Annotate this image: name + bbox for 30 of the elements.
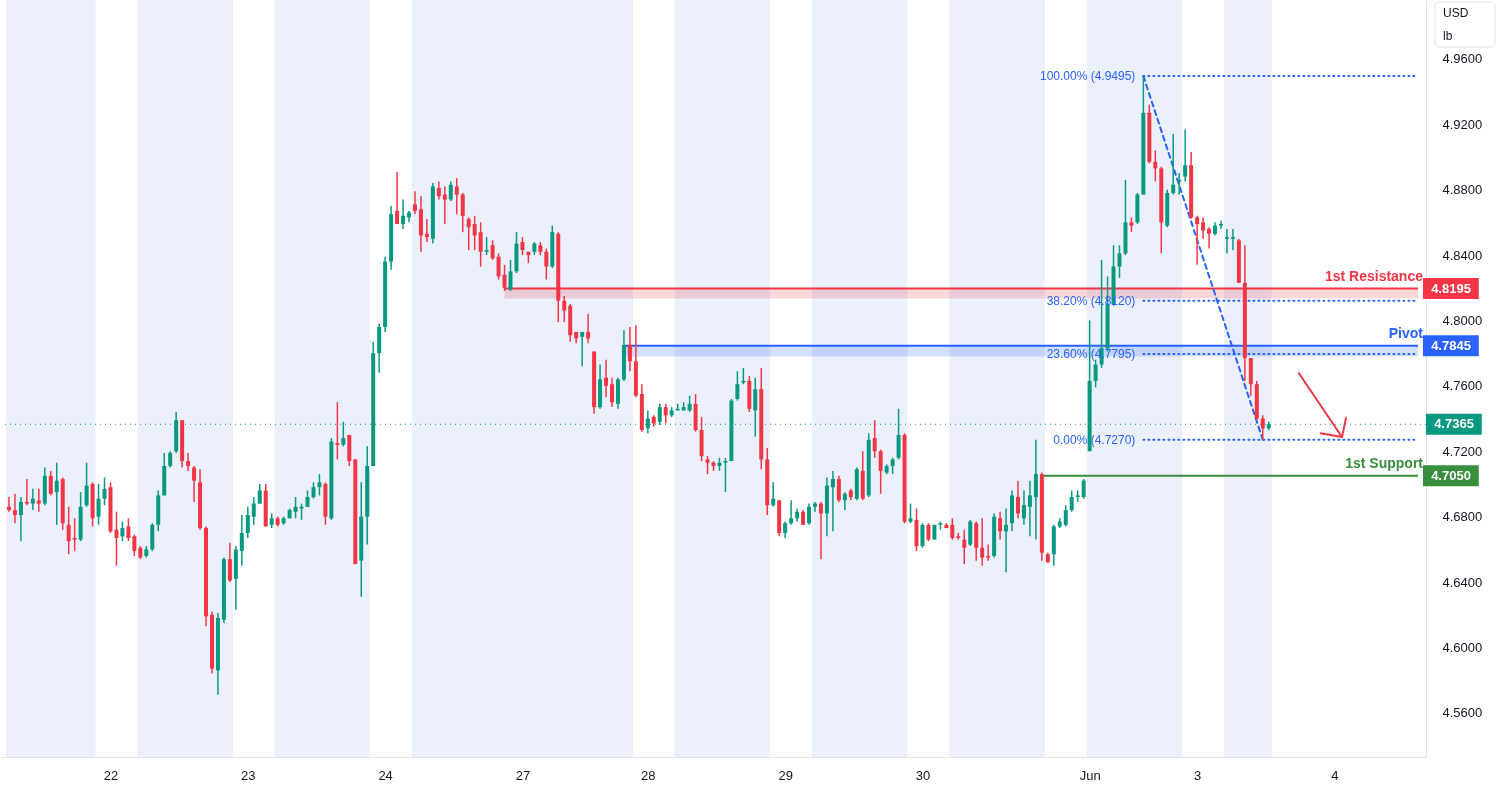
y-tick-label: 4.6000	[1442, 639, 1483, 655]
annotation: 1st Support	[1345, 454, 1424, 471]
y-tick-label: 4.9200	[1442, 116, 1483, 132]
x-tick-label: 30	[915, 767, 931, 783]
x-tick-label: 4	[1331, 767, 1339, 783]
y-tick-label: 4.7600	[1442, 378, 1483, 394]
x-tick-label: 27	[515, 767, 531, 783]
annotation: Pivot	[1388, 324, 1424, 341]
series-label: 100.00% (4.9495)	[1039, 69, 1136, 84]
data-label: 4.7845	[1431, 337, 1471, 353]
x-tick-label: 28	[641, 767, 656, 783]
y-tick-label: 4.6400	[1442, 574, 1483, 590]
x-tick-label: Jun	[1079, 767, 1101, 783]
ref-line-label: 4.7365	[1434, 416, 1474, 432]
y-tick-label: 4.8800	[1442, 182, 1483, 198]
y-tick-label: 4.8000	[1442, 312, 1483, 328]
annotation: 1st Resistance	[1324, 267, 1424, 284]
x-tick-label: 24	[378, 767, 393, 783]
data-label: 4.7050	[1431, 467, 1471, 483]
y-tick-label: 4.9600	[1442, 51, 1483, 67]
y-axis-title: USD lb	[1443, 6, 1469, 43]
x-tick-label: 22	[103, 767, 119, 783]
data-label: 4.8195	[1431, 280, 1471, 296]
y-tick-label: 4.5600	[1442, 705, 1483, 721]
x-tick-label: 23	[241, 767, 256, 783]
y-tick-label: 4.7200	[1442, 443, 1483, 459]
y-tick-label: 4.8400	[1442, 247, 1483, 263]
x-tick-label: 29	[778, 767, 793, 783]
y-tick-label: 4.6800	[1442, 509, 1483, 525]
x-tick-label: 3	[1193, 767, 1202, 783]
